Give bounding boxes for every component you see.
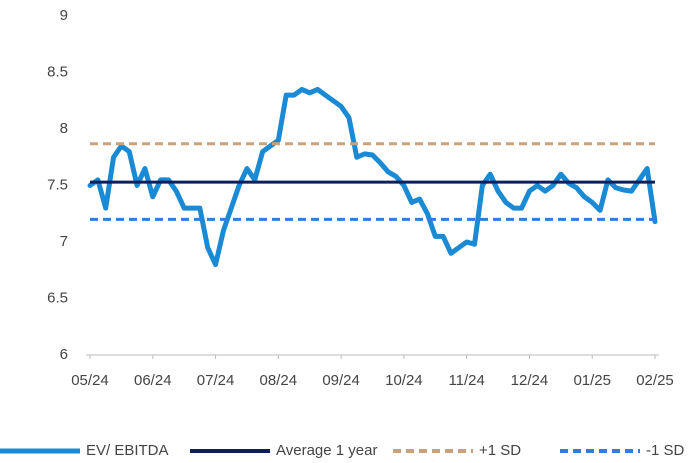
y-tick-label: 6 (60, 346, 68, 363)
x-tick-label: 09/24 (322, 372, 360, 389)
x-tick-label: 12/24 (511, 372, 549, 389)
legend-label: +1 SD (479, 442, 521, 459)
x-tick-label: 01/25 (573, 372, 611, 389)
legend-label: EV/ EBITDA (86, 442, 169, 459)
y-tick-label: 9 (60, 7, 68, 24)
legend-label: -1 SD (646, 442, 685, 459)
series-line (87, 86, 658, 268)
x-tick-label: 08/24 (260, 372, 298, 389)
x-tick-label: 10/24 (385, 372, 423, 389)
y-tick-label: 7.5 (47, 176, 68, 193)
x-tick-label: 07/24 (197, 372, 235, 389)
y-tick-label: 8 (60, 120, 68, 137)
x-tick-label: 05/24 (71, 372, 109, 389)
y-tick-label: 8.5 (47, 63, 68, 80)
x-tick-label: 06/24 (134, 372, 172, 389)
y-tick-label: 7 (60, 233, 68, 250)
y-tick-label: 6.5 (47, 289, 68, 306)
x-tick-label: 02/25 (636, 372, 674, 389)
x-tick-label: 11/24 (448, 372, 484, 389)
legend-label: Average 1 year (276, 442, 377, 459)
